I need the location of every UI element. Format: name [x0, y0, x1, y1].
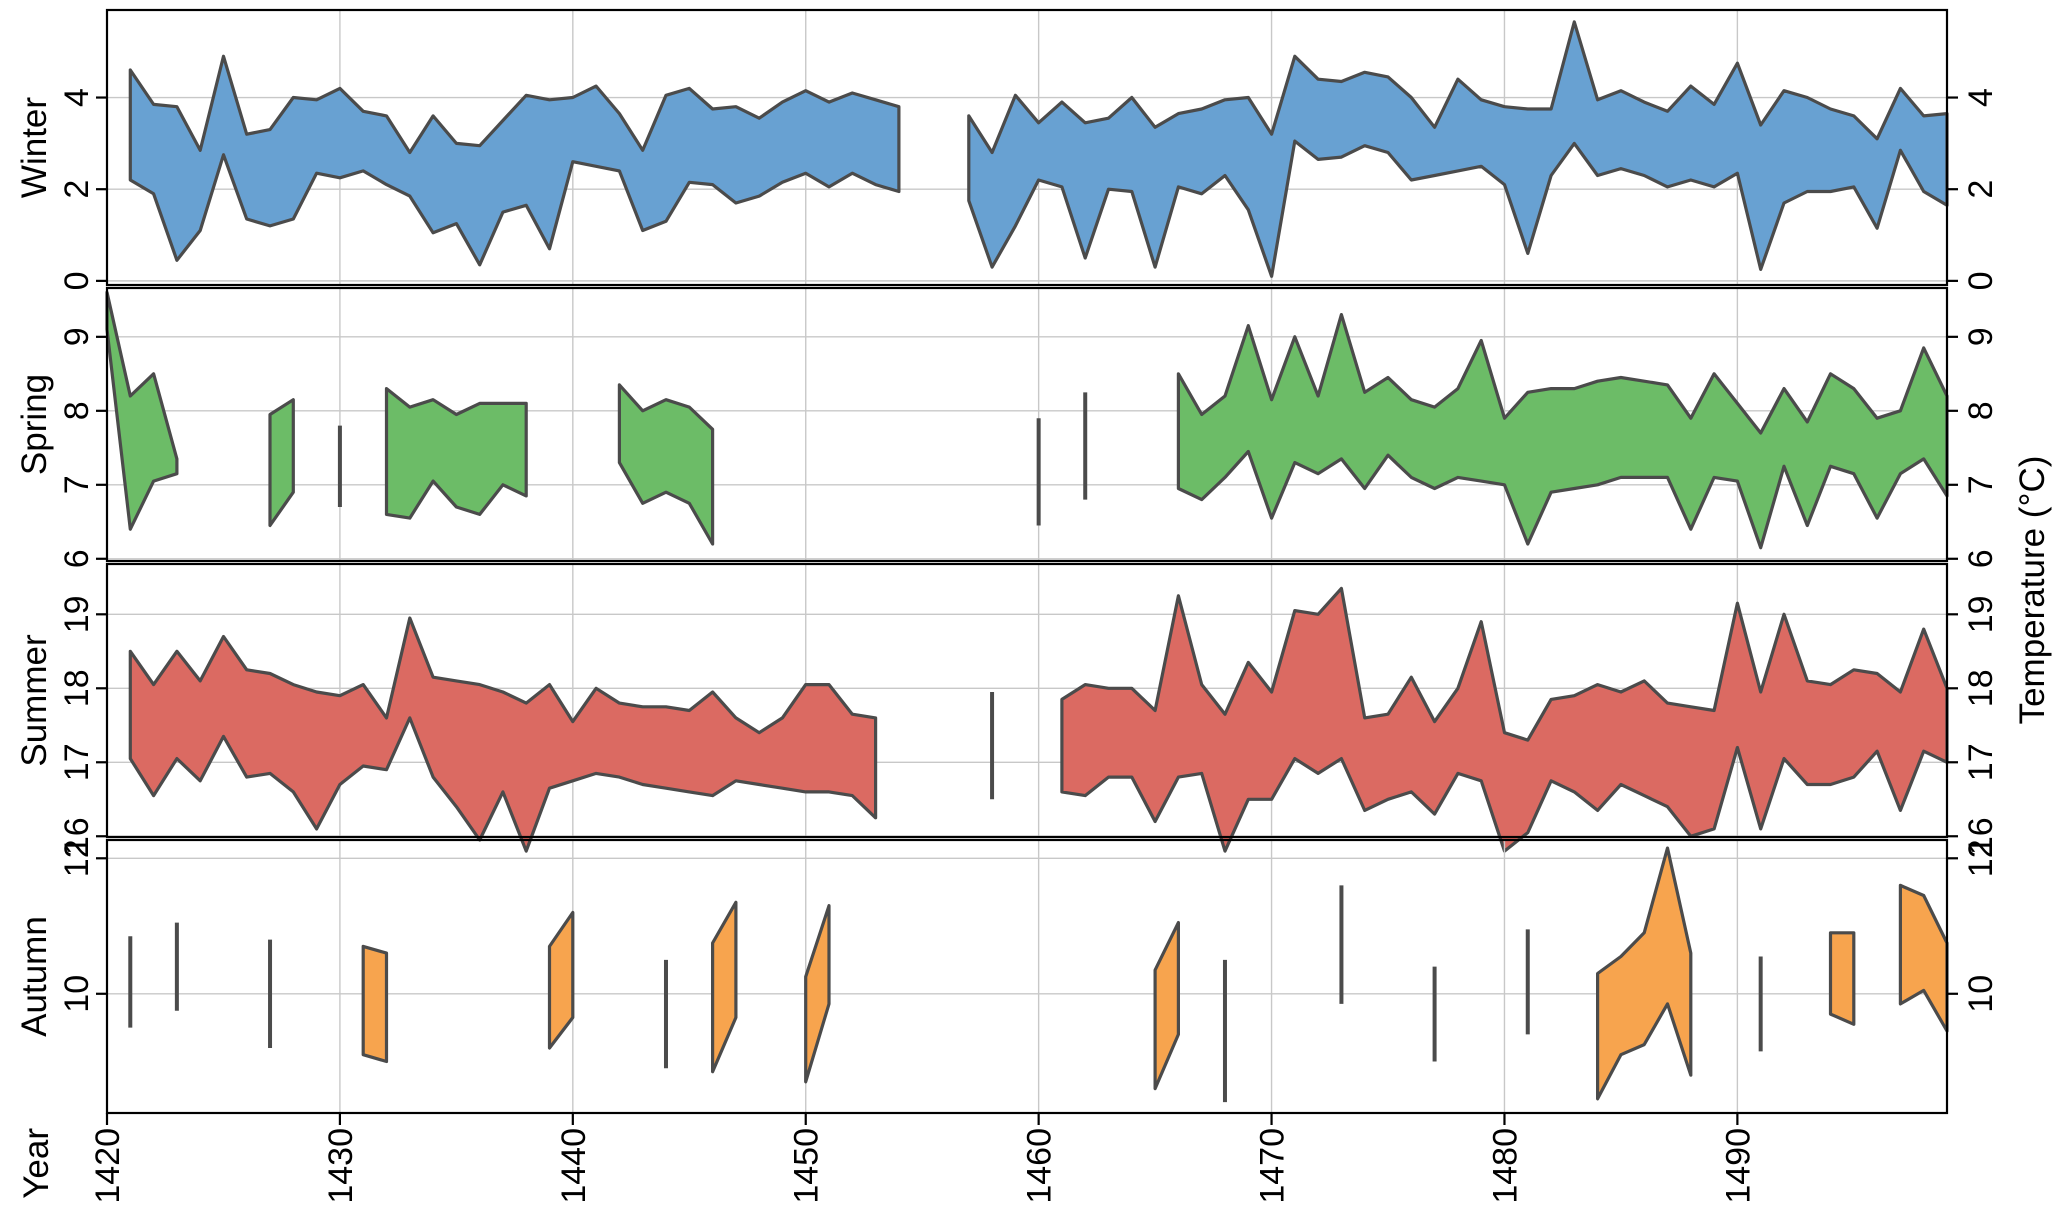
- x-tick-label: 1420: [89, 1128, 127, 1204]
- y-tick-label-left: 4: [58, 88, 96, 107]
- x-tick-label: 1430: [322, 1128, 360, 1204]
- y-tick-label-right: 17: [1962, 743, 2000, 781]
- y-tick-label-left: 19: [58, 595, 96, 633]
- y-tick-label-right: 16: [1962, 817, 2000, 855]
- y-tick-label-right: 0: [1962, 271, 2000, 290]
- x-tick-label: 1460: [1021, 1128, 1059, 1204]
- x-axis-title: Year: [17, 1128, 56, 1199]
- autumn-panel-frame: [105, 838, 1949, 1115]
- y-tick-label-right: 2: [1962, 180, 2000, 199]
- autumn-band-segment-2: [710, 900, 738, 1074]
- panel-label-winter: Winter: [15, 97, 54, 198]
- summer-panel-frame: [105, 562, 1949, 839]
- y-tick-label-right: 19: [1962, 595, 2000, 633]
- x-tick-label: 1490: [1719, 1128, 1757, 1204]
- y-tick-label-left: 0: [58, 271, 96, 290]
- spring-panel-frame: [105, 286, 1949, 563]
- y-tick-label-right: 9: [1962, 327, 2000, 346]
- y-tick-label-right: 7: [1962, 475, 2000, 494]
- panel-label-summer: Summer: [15, 634, 54, 767]
- y-tick-label-left: 10: [58, 975, 96, 1013]
- x-tick-label: 1480: [1486, 1128, 1524, 1204]
- y-tick-label-left: 16: [58, 817, 96, 855]
- spring-band-segment-2: [384, 387, 528, 520]
- spring-band-segment-1: [268, 398, 295, 528]
- winter-band-segment-0: [128, 54, 901, 267]
- y-tick-label-left: 9: [58, 327, 96, 346]
- autumn-band-segment-5: [1595, 846, 1693, 1101]
- y-tick-label-right: 12: [1962, 839, 2000, 877]
- y-tick-label-right: 4: [1962, 88, 2000, 107]
- y-axis-title: Temperature (°C): [2013, 456, 2052, 725]
- autumn-band-segment-3: [804, 904, 831, 1084]
- y-tick-label-left: 12: [58, 839, 96, 877]
- autumn-band-segment-1: [547, 910, 575, 1050]
- panel-label-autumn: Autumn: [15, 916, 54, 1037]
- y-tick-label-right: 8: [1962, 401, 2000, 420]
- y-tick-label-left: 6: [58, 549, 96, 568]
- summer-band-segment-0: [128, 616, 878, 853]
- y-tick-label-left: 17: [58, 743, 96, 781]
- y-tick-label-left: 2: [58, 180, 96, 199]
- autumn-band-segment-0: [361, 944, 389, 1064]
- x-tick-label: 1450: [788, 1128, 826, 1204]
- y-tick-label-right: 18: [1962, 669, 2000, 707]
- spring-band-segment-3: [617, 383, 715, 546]
- y-tick-label-left: 8: [58, 401, 96, 420]
- winter-panel-frame: [105, 8, 1949, 287]
- autumn-band-segment-6: [1828, 931, 1856, 1026]
- x-tick-label: 1470: [1254, 1128, 1292, 1204]
- panel-label-spring: Spring: [15, 374, 54, 475]
- y-tick-label-right: 6: [1962, 549, 2000, 568]
- y-tick-label-right: 10: [1962, 975, 2000, 1013]
- y-tick-label-left: 18: [58, 669, 96, 707]
- y-tick-label-left: 7: [58, 475, 96, 494]
- x-tick-label: 1440: [555, 1128, 593, 1204]
- spring-band-segment-0: [105, 290, 179, 531]
- autumn-band-segment-4: [1153, 920, 1181, 1091]
